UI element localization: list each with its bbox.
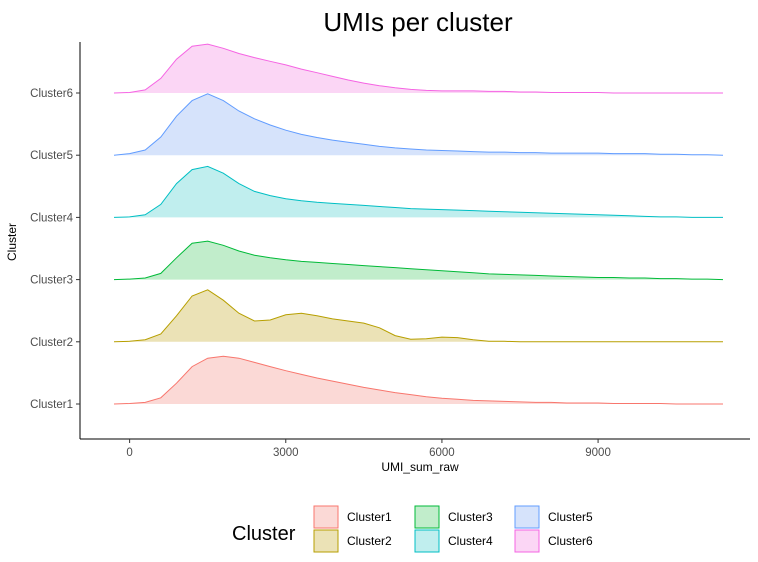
legend-label-cluster4: Cluster4 <box>448 534 493 548</box>
legend-label-cluster2: Cluster2 <box>347 534 392 548</box>
legend-key-cluster2 <box>313 529 339 553</box>
ridge-line-cluster4 <box>113 165 723 218</box>
ridges-layer <box>113 43 724 405</box>
x-ticks: 0 3000 6000 9000 <box>126 439 611 459</box>
y-tick-label: Cluster1 <box>30 399 73 411</box>
legend-label-cluster3: Cluster3 <box>448 510 493 524</box>
ridge-fill-cluster6 <box>114 44 723 93</box>
x-tick-label: 6000 <box>429 447 455 459</box>
ridge-line-cluster6 <box>113 43 723 94</box>
legend-label-cluster6: Cluster6 <box>548 534 593 548</box>
x-tick-label: 9000 <box>585 447 611 459</box>
y-tick-label: Cluster5 <box>30 150 73 162</box>
legend-key-cluster3 <box>414 505 440 529</box>
legend-label-cluster1: Cluster1 <box>347 510 392 524</box>
y-tick-label: Cluster2 <box>30 337 73 349</box>
legend-items: Cluster1 Cluster2 Cluster3 Cluster4 Cluster5… <box>313 505 593 553</box>
legend: Cluster Cluster1 Cluster2 Cluster3 Cluster4… <box>232 505 593 553</box>
legend-key-cluster4 <box>414 529 440 553</box>
ridge-line-cluster2 <box>113 289 723 343</box>
y-axis-title: Cluster <box>5 223 19 261</box>
y-tick-label: Cluster6 <box>30 88 73 100</box>
legend-title: Cluster <box>232 523 296 545</box>
y-tick-label: Cluster3 <box>30 275 73 287</box>
legend-key-cluster1 <box>313 505 339 529</box>
x-tick-label: 3000 <box>273 447 299 459</box>
ridge-fill-cluster4 <box>114 166 723 218</box>
x-tick-label: 0 <box>126 447 132 459</box>
legend-key-cluster5 <box>514 505 540 529</box>
ridge-fill-cluster3 <box>114 241 723 280</box>
ridge-line-cluster1 <box>113 355 723 405</box>
x-axis-title: UMI_sum_raw <box>381 460 459 474</box>
ridge-fill-cluster2 <box>114 289 723 342</box>
legend-label-cluster5: Cluster5 <box>548 510 593 524</box>
y-tick-label: Cluster4 <box>30 212 73 224</box>
legend-key-cluster6 <box>514 529 540 553</box>
chart-title: UMIs per cluster <box>323 7 513 37</box>
ridge-fill-cluster5 <box>114 93 723 156</box>
ridge-line-cluster5 <box>113 93 724 156</box>
ridge-line-cluster3 <box>113 240 724 281</box>
y-ticks: Cluster1 Cluster2 Cluster3 Cluster4 Cluster5… <box>30 88 80 411</box>
ridge-fill-cluster1 <box>114 356 723 404</box>
